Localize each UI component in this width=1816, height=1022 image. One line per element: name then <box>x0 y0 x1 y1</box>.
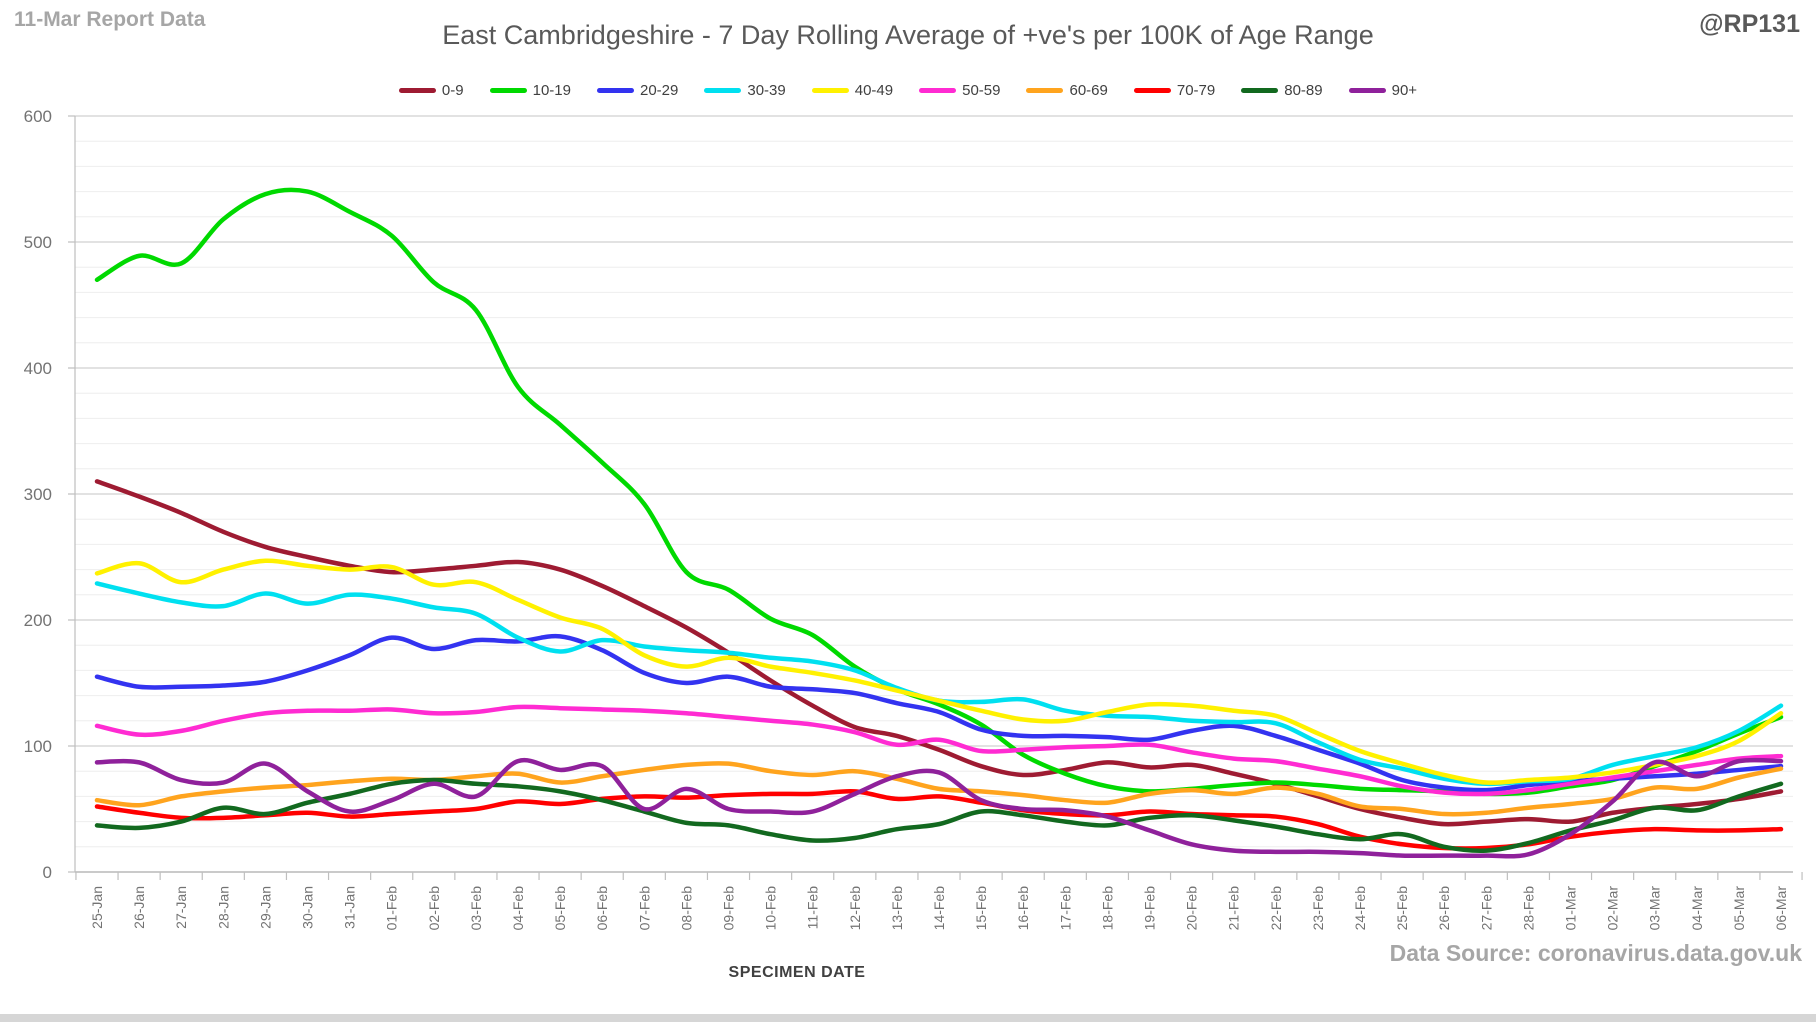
legend-item-80-89: 80-89 <box>1241 82 1323 99</box>
series-line-80-89 <box>94 777 1784 853</box>
legend-item-70-79: 70-79 <box>1133 82 1216 99</box>
chart-title: East Cambridgeshire - 7 Day Rolling Aver… <box>442 20 1374 50</box>
x-tick-label: 01-Mar <box>1563 886 1579 931</box>
x-tick-label: 09-Feb <box>721 886 737 931</box>
x-tick-label: 04-Mar <box>1689 886 1705 931</box>
x-tick-label: 21-Feb <box>1226 886 1242 931</box>
series-line-90+ <box>94 757 1784 859</box>
legend-item-20-29: 20-29 <box>596 82 679 99</box>
series-line-40-49 <box>94 558 1784 785</box>
x-tick-label: 15-Feb <box>973 886 989 931</box>
x-tick-label: 17-Feb <box>1057 886 1073 931</box>
legend-swatch <box>398 88 436 93</box>
x-tick-label: 14-Feb <box>931 886 947 931</box>
report-date-label: 11-Mar Report Data <box>14 8 206 31</box>
x-tick-label: 19-Feb <box>1142 886 1158 931</box>
y-tick-label: 100 <box>24 737 52 756</box>
author-handle: @RP131 <box>1699 10 1800 38</box>
legend-swatch <box>489 88 527 93</box>
legend-label: 0-9 <box>441 82 464 99</box>
legend-label: 90+ <box>1391 82 1418 99</box>
series-line-20-29 <box>94 633 1784 793</box>
y-tick-label: 200 <box>24 611 52 630</box>
x-tick-label: 01-Feb <box>384 886 400 931</box>
x-tick-label: 27-Feb <box>1478 886 1494 931</box>
x-tick-label: 03-Feb <box>468 886 484 931</box>
legend-swatch <box>1026 88 1064 93</box>
legend-swatch <box>919 88 957 93</box>
legend-label: 40-49 <box>854 82 894 99</box>
x-tick-label: 02-Feb <box>426 886 442 931</box>
legend-item-0-9: 0-9 <box>398 82 464 99</box>
x-tick-label: 28-Feb <box>1520 886 1536 931</box>
legend-label: 20-29 <box>639 82 679 99</box>
y-tick-label: 300 <box>24 485 52 504</box>
x-tick-label: 06-Feb <box>594 886 610 931</box>
x-tick-label: 20-Feb <box>1184 886 1200 931</box>
x-tick-label: 16-Feb <box>1015 886 1031 931</box>
x-tick-label: 18-Feb <box>1099 886 1115 931</box>
series-line-0-9 <box>94 479 1784 827</box>
x-tick-label: 08-Feb <box>678 886 694 931</box>
x-tick-label: 26-Jan <box>131 886 147 929</box>
legend-item-30-39: 30-39 <box>704 82 786 99</box>
bottom-strip <box>0 1014 1816 1022</box>
x-tick-label: 30-Jan <box>300 886 316 929</box>
legend-swatch <box>1348 88 1386 93</box>
legend-swatch <box>811 88 849 93</box>
legend-swatch <box>704 88 742 93</box>
x-tick-label: 31-Jan <box>342 886 358 929</box>
series-line-30-39 <box>94 581 1784 787</box>
legend-item-40-49: 40-49 <box>811 82 894 99</box>
series-line-50-59 <box>94 704 1784 797</box>
legend-label: 10-19 <box>532 82 571 99</box>
y-tick-label: 0 <box>43 863 52 882</box>
y-tick-label: 600 <box>24 107 52 126</box>
legend-label: 60-69 <box>1069 82 1108 99</box>
x-tick-label: 26-Feb <box>1436 886 1452 931</box>
x-tick-label: 25-Jan <box>89 886 105 929</box>
legend-label: 80-89 <box>1284 82 1323 99</box>
legend-swatch <box>1133 88 1171 93</box>
x-tick-label: 02-Mar <box>1605 886 1621 931</box>
x-tick-label: 12-Feb <box>847 886 863 931</box>
x-tick-label: 11-Feb <box>805 886 821 930</box>
legend-swatch <box>1241 88 1279 93</box>
x-tick-label: 05-Feb <box>552 886 568 931</box>
x-tick-label: 10-Feb <box>763 886 779 931</box>
legend-label: 50-59 <box>962 82 1001 99</box>
legend-item-90+: 90+ <box>1348 82 1418 99</box>
x-tick-label: 13-Feb <box>889 886 905 931</box>
x-tick-label: 24-Feb <box>1352 886 1368 931</box>
legend-item-50-59: 50-59 <box>919 82 1000 99</box>
legend-item-10-19: 10-19 <box>489 82 571 99</box>
y-tick-label: 400 <box>24 359 52 378</box>
series-line-10-19 <box>94 187 1784 797</box>
legend-label: 70-79 <box>1176 82 1216 99</box>
x-axis-title: SPECIMEN DATE <box>728 964 866 981</box>
legend-item-60-69: 60-69 <box>1026 82 1108 99</box>
chart-legend: 0-9 10-19 20-29 30-39 40-49 50-59 60-69 70-79 80… <box>0 82 1816 99</box>
series-line-60-69 <box>94 760 1784 817</box>
x-tick-label: 05-Mar <box>1731 886 1747 931</box>
legend-label: 30-39 <box>747 82 786 99</box>
x-tick-label: 27-Jan <box>173 886 189 929</box>
x-tick-label: 28-Jan <box>215 886 231 929</box>
y-tick-label: 500 <box>24 233 52 252</box>
x-tick-label: 23-Feb <box>1310 886 1326 931</box>
data-source-label: Data Source: coronavirus.data.gov.uk <box>1389 940 1802 966</box>
x-tick-label: 29-Jan <box>257 886 273 929</box>
x-tick-label: 07-Feb <box>636 886 652 931</box>
x-tick-label: 03-Mar <box>1647 886 1663 931</box>
x-tick-label: 06-Mar <box>1773 886 1789 931</box>
x-tick-label: 04-Feb <box>510 886 526 931</box>
x-tick-label: 22-Feb <box>1268 886 1284 931</box>
legend-swatch <box>596 88 634 93</box>
x-tick-label: 25-Feb <box>1394 886 1410 931</box>
